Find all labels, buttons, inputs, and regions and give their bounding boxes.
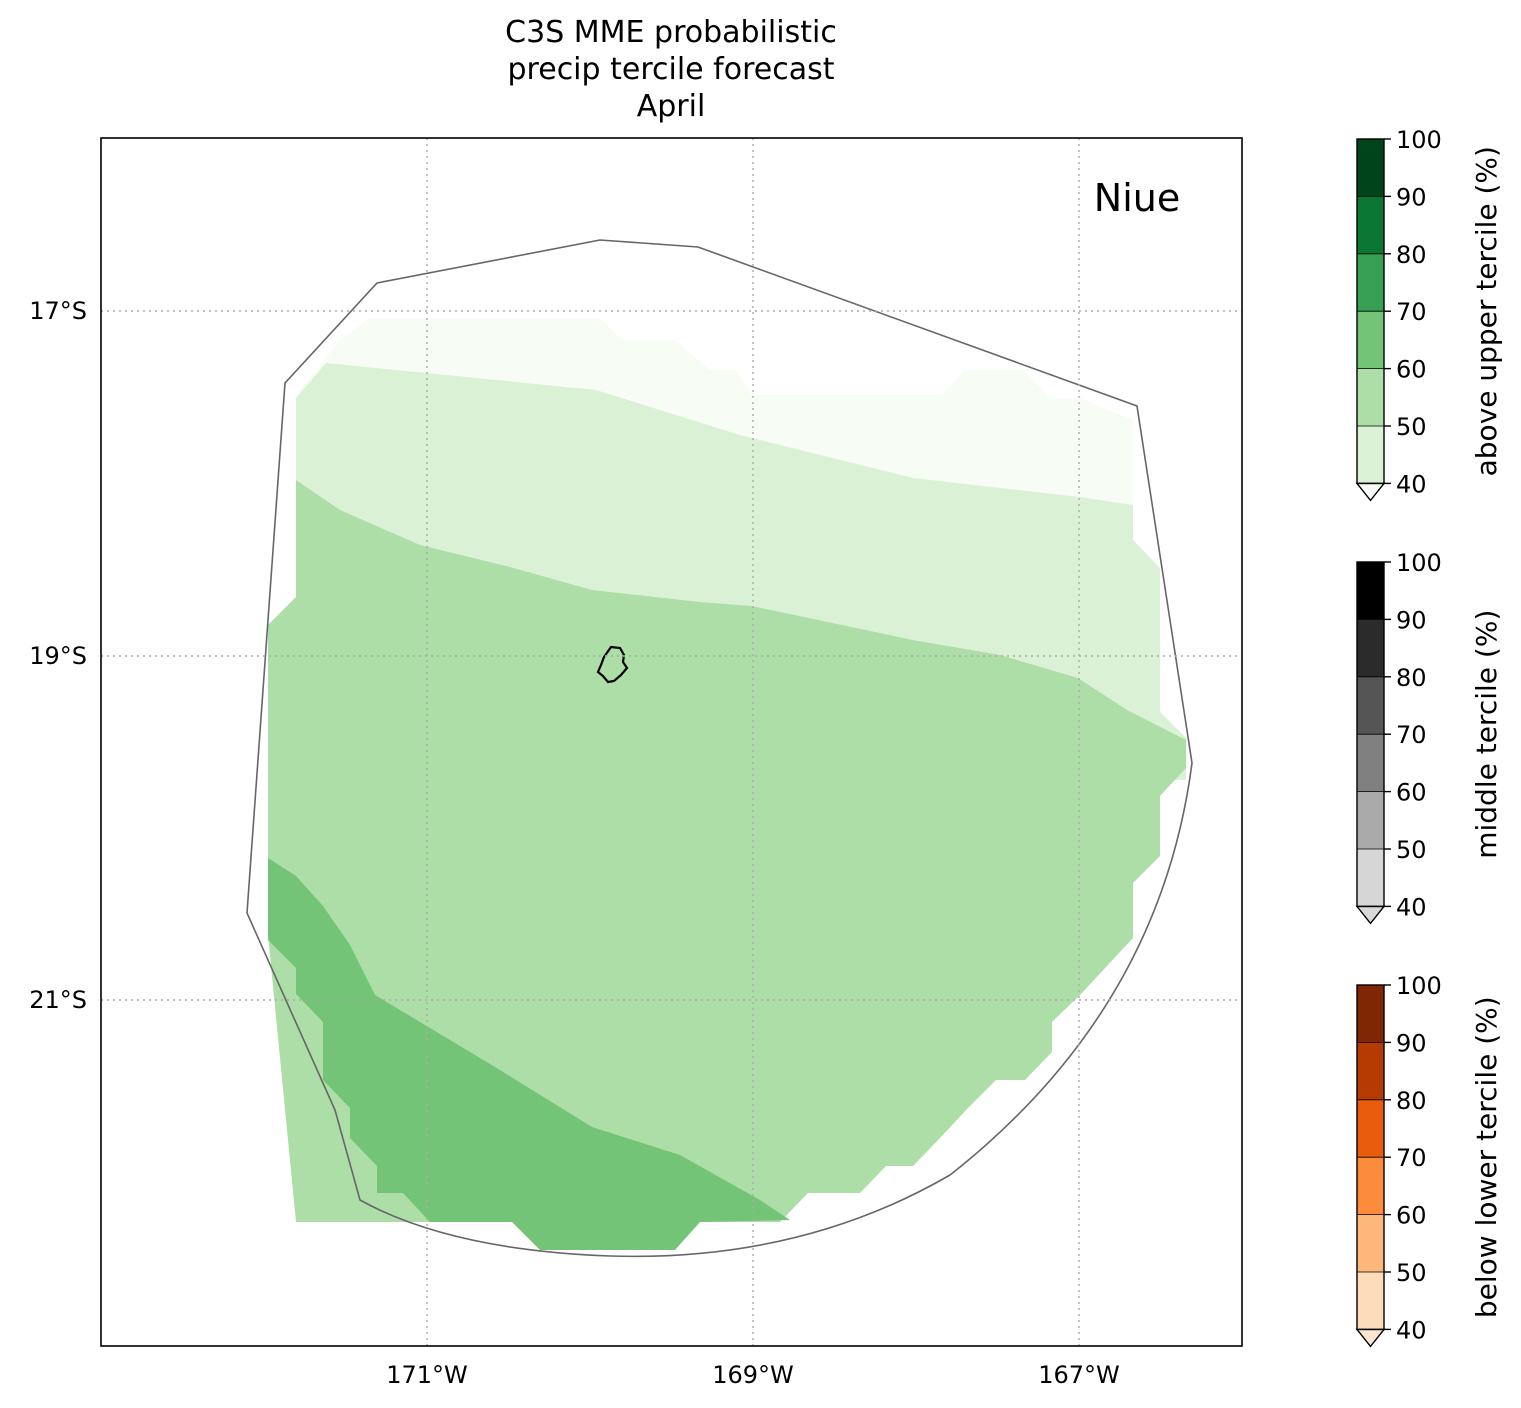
colorbar-segment [1357, 1099, 1384, 1158]
lon-tick-label: 167°W [1038, 1361, 1120, 1389]
map-frame [100, 137, 1243, 1347]
colorbar-tick-label: 90 [1396, 1029, 1427, 1057]
colorbar-segment [1357, 253, 1384, 312]
colorbar-tick-label: 70 [1396, 298, 1427, 326]
colorbar-segment [1357, 196, 1384, 254]
colorbar-tick-label: 50 [1396, 836, 1427, 864]
lat-tick-labels: 17°S 19°S 21°S [29, 297, 87, 1014]
colorbar-segment [1357, 1214, 1384, 1272]
lon-tick-labels: 171°W 169°W 167°W [386, 1361, 1120, 1389]
title-line-3: April [636, 89, 706, 124]
colorbar-segment [1357, 426, 1384, 484]
title-line-2: precip tercile forecast [507, 52, 835, 87]
lat-tick-label: 17°S [29, 297, 87, 325]
colorbar-segment [1357, 676, 1384, 735]
colorbar: 40 50 60 70 80 90 100 middle tercile (%) [1355, 549, 1503, 925]
colorbar-tick-label: 40 [1396, 470, 1427, 498]
region-label-background [1080, 172, 1192, 228]
colorbar-tick-label: 70 [1396, 721, 1427, 749]
colorbar-tick-label: 90 [1396, 606, 1427, 634]
region-outline [246, 239, 1193, 1258]
region-label: Niue [1094, 176, 1180, 220]
colorbar-tick-label: 80 [1396, 1087, 1427, 1115]
colorbar-tick-label: 80 [1396, 241, 1427, 269]
colorbar-label: middle tercile (%) [1470, 610, 1503, 859]
colorbar-tick-label: 40 [1396, 893, 1427, 921]
colorbar-segment [1357, 368, 1384, 426]
colorbar-extend-arrow [1355, 482, 1386, 502]
map-panel [246, 239, 1193, 1258]
colorbar-segment [1357, 619, 1384, 677]
colorbar-segment [1357, 311, 1384, 369]
colorbar-extend-arrow [1355, 1328, 1386, 1348]
colorbar-tick-label: 100 [1396, 126, 1442, 154]
prob-band-60-70 [268, 480, 1186, 1222]
colorbar-tick-label: 50 [1396, 1259, 1427, 1287]
colorbar-segment [1357, 985, 1384, 1043]
colorbar: 40 50 60 70 80 90 100 below lower tercile (%) [1355, 972, 1503, 1348]
colorbar-tick-label: 60 [1396, 1202, 1427, 1230]
colorbar-segment [1357, 1042, 1384, 1100]
colorbar-segment [1357, 1272, 1384, 1330]
colorbar-tick-label: 50 [1396, 413, 1427, 441]
colorbar-tick-label: 80 [1396, 664, 1427, 692]
lon-tick-label: 171°W [386, 1361, 468, 1389]
lon-tick-label: 169°W [712, 1361, 794, 1389]
colorbar-tick-label: 70 [1396, 1144, 1427, 1172]
colorbar-label: below lower tercile (%) [1470, 996, 1503, 1318]
colorbar-segment [1357, 562, 1384, 620]
colorbar-extend-arrow [1355, 905, 1386, 925]
colorbar-label: above upper tercile (%) [1470, 146, 1503, 476]
map-gridlines [101, 138, 1242, 1346]
colorbar-segment [1357, 849, 1384, 907]
colorbar-segment [1357, 139, 1384, 197]
niue-island-outline [596, 645, 629, 684]
colorbar-tick-label: 60 [1396, 779, 1427, 807]
colorbar-segment [1357, 734, 1384, 792]
prob-band-70-80 [268, 858, 790, 1250]
colorbar-segment [1357, 791, 1384, 849]
chart-title: C3S MME probabilistic precip tercile for… [371, 14, 971, 125]
colorbar-tick-label: 40 [1396, 1316, 1427, 1344]
colorbar-tick-label: 100 [1396, 972, 1442, 1000]
colorbar: 40 50 60 70 80 90 100 above upper tercile (%) [1355, 126, 1503, 502]
colorbar-segment [1357, 1157, 1384, 1215]
lat-tick-label: 21°S [29, 986, 87, 1014]
colorbar-tick-label: 90 [1396, 183, 1427, 211]
lat-tick-label: 19°S [29, 642, 87, 670]
colorbar-tick-label: 100 [1396, 549, 1442, 577]
colorbar-tick-label: 60 [1396, 356, 1427, 384]
title-line-1: C3S MME probabilistic [505, 15, 837, 50]
